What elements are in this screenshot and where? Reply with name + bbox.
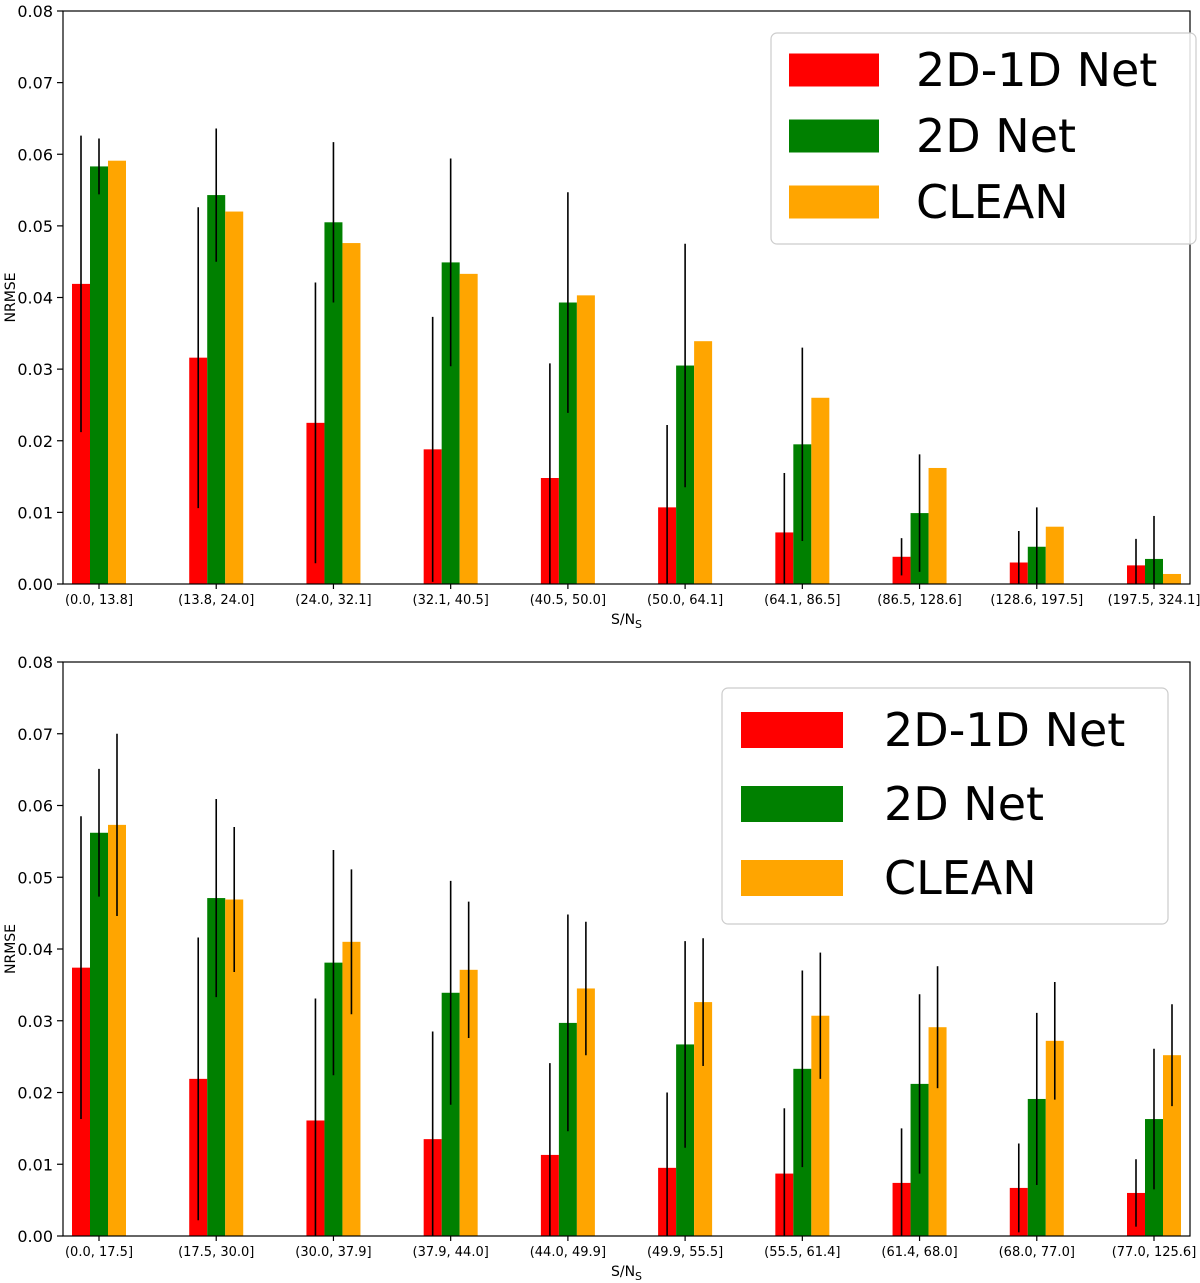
bar-clean: [1163, 1055, 1181, 1236]
legend-swatch: [789, 119, 879, 153]
bar-2d-net: [207, 898, 226, 1236]
bar-clean: [1045, 526, 1064, 584]
bar-2d-net: [90, 832, 108, 1236]
y-tick-label: 0.00: [17, 1227, 53, 1246]
bar-clean: [694, 341, 713, 584]
bar-2d-1d-net: [72, 283, 90, 584]
x-tick-label: (44.0, 49.9]: [530, 1245, 606, 1260]
plot-frame: [62, 661, 1191, 1237]
y-tick-label: 0.08: [17, 653, 53, 672]
legend-swatch: [741, 786, 843, 822]
legend: 2D-1D Net 2D Net CLEAN: [721, 687, 1169, 925]
y-tick-label: 0.01: [17, 1155, 53, 1174]
bar-clean: [928, 1027, 947, 1236]
chart-1: 0.00 0.01 0.02 0.03 0.04 0.05 0.06 0.07 0.08 NRMS…: [3, 2, 1200, 631]
x-tick-label: (49.9, 55.5]: [647, 1245, 723, 1260]
bar-clean: [694, 1002, 713, 1236]
y-tick-label: 0.01: [17, 503, 53, 522]
bar-clean: [225, 211, 244, 585]
legend-label: 2D-1D Net: [916, 43, 1157, 97]
x-tick-label: (68.0, 77.0]: [999, 1245, 1075, 1260]
bar-clean: [342, 243, 361, 584]
bar-clean: [1163, 573, 1181, 584]
y-axis-label: NRMSE: [3, 924, 19, 974]
bar-clean: [811, 397, 830, 584]
x-axis-label: S/NS: [611, 1264, 642, 1283]
y-tick-label: 0.06: [17, 797, 53, 816]
x-axis-label: S/NS: [611, 612, 642, 631]
x-tick-label: (61.4, 68.0]: [881, 1245, 957, 1260]
legend-label: CLEAN: [884, 851, 1037, 905]
bar-clean: [576, 988, 595, 1236]
x-tick-label: (40.5, 50.0]: [530, 593, 606, 608]
bar-clean: [342, 941, 361, 1236]
x-tick-label: (0.0, 13.8]: [65, 593, 133, 608]
y-tick-label: 0.07: [17, 725, 53, 744]
bar-clean: [459, 969, 478, 1236]
plot-frame: [62, 10, 1191, 585]
y-tick-label: 0.05: [17, 868, 53, 887]
y-tick-label: 0.07: [17, 74, 53, 93]
x-tick-label: (0.0, 17.5]: [65, 1245, 133, 1260]
bar-2d-net: [207, 195, 226, 585]
y-tick-label: 0.02: [17, 1084, 53, 1103]
y-tick-label: 0.00: [17, 575, 53, 594]
y-tick-label: 0.04: [17, 940, 53, 959]
y-tick-label: 0.05: [17, 217, 53, 236]
y-tick-label: 0.03: [17, 1012, 53, 1031]
x-tick-label: (128.6, 197.5]: [990, 593, 1083, 608]
y-tick-label: 0.06: [17, 145, 53, 164]
bar-2d-net: [441, 262, 460, 584]
x-tick-label: (197.5, 324.1]: [1108, 593, 1200, 608]
bar-2d-net: [558, 302, 577, 584]
x-tick-label: (37.9, 44.0]: [413, 1245, 489, 1260]
y-tick-label: 0.03: [17, 360, 53, 379]
bar-clean: [108, 824, 126, 1236]
bar-2d-net: [324, 222, 343, 584]
x-tick-label: (55.5, 61.4]: [764, 1245, 840, 1260]
bar-clean: [225, 899, 244, 1236]
x-tick-label: (32.1, 40.5]: [413, 593, 489, 608]
bar-clean: [811, 1015, 830, 1236]
legend-label: 2D Net: [884, 777, 1044, 831]
bar-clean: [459, 273, 478, 584]
y-axis-label: NRMSE: [3, 272, 19, 322]
x-tick-label: (86.5, 128.6]: [877, 593, 962, 608]
x-tick-label: (30.0, 37.9]: [295, 1245, 371, 1260]
bar-clean: [108, 160, 126, 585]
y-tick-label: 0.08: [17, 2, 53, 21]
bar-2d-net: [90, 166, 108, 584]
x-tick-label: (50.0, 64.1]: [647, 593, 723, 608]
x-tick-label: (13.8, 24.0]: [178, 593, 254, 608]
bar-2d-net: [324, 962, 343, 1236]
y-tick-label: 0.04: [17, 289, 53, 308]
bar-clean: [928, 467, 947, 584]
legend-swatch: [741, 712, 843, 748]
x-tick-label: (77.0, 125.6]: [1112, 1245, 1197, 1260]
bar-2d-net: [441, 992, 460, 1236]
legend-swatch: [789, 53, 879, 87]
bar-clean: [576, 295, 595, 584]
x-tick-label: (17.5, 30.0]: [178, 1245, 254, 1260]
legend-label: CLEAN: [916, 175, 1069, 229]
legend-swatch: [741, 860, 843, 896]
x-tick-label: (24.0, 32.1]: [295, 593, 371, 608]
x-tick-label: (64.1, 86.5]: [764, 593, 840, 608]
legend-label: 2D-1D Net: [884, 703, 1125, 757]
chart-2: 0.00 0.01 0.02 0.03 0.04 0.05 0.06 0.07 0.08 NRMS…: [3, 653, 1196, 1283]
legend-label: 2D Net: [916, 109, 1076, 163]
y-tick-label: 0.02: [17, 432, 53, 451]
bar-clean: [1045, 1040, 1064, 1236]
legend: 2D-1D Net 2D Net CLEAN: [770, 32, 1197, 245]
legend-swatch: [789, 185, 879, 219]
